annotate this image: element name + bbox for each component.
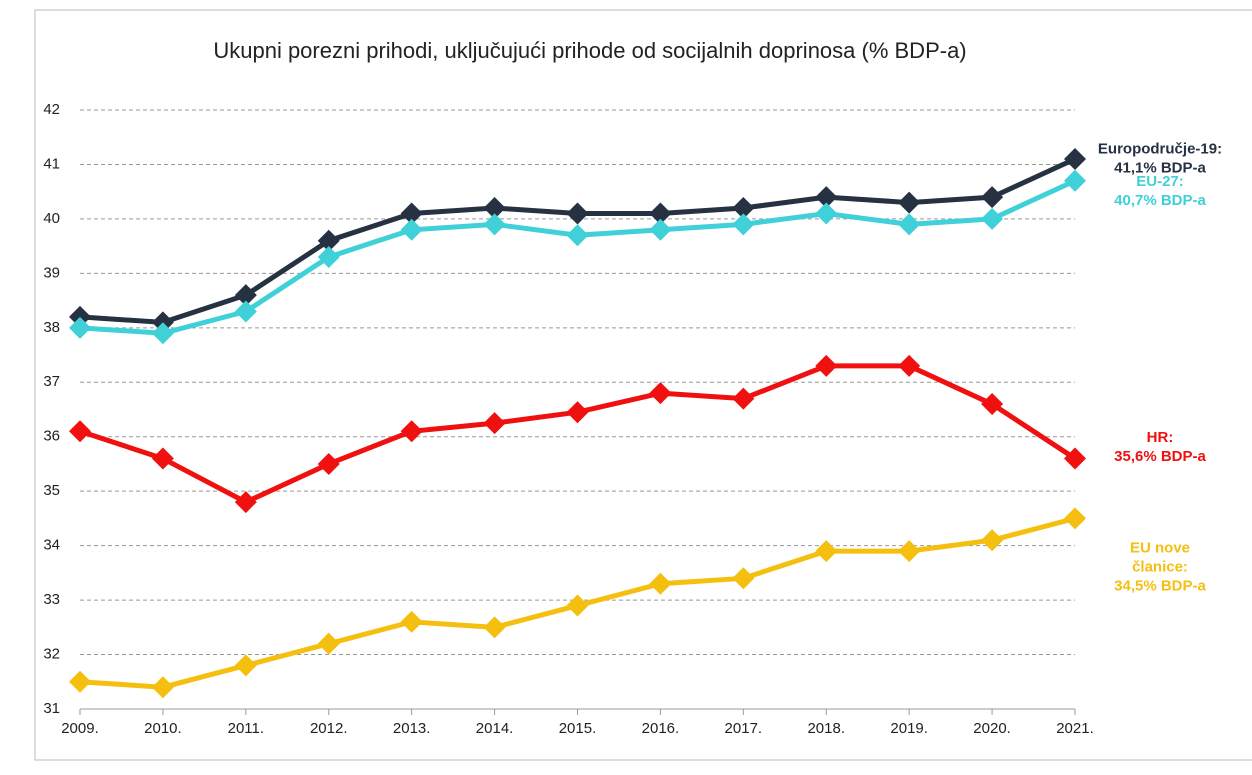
marker	[649, 572, 672, 595]
y-tick-label: 33	[43, 591, 60, 608]
marker	[1064, 169, 1086, 192]
annotation: EU nove	[1130, 539, 1190, 556]
x-tick-label: 2010.	[144, 720, 182, 737]
marker	[815, 186, 838, 209]
marker	[69, 420, 91, 443]
x-tick-label: 2020.	[973, 720, 1011, 737]
annotation: članice:	[1132, 558, 1188, 575]
marker	[649, 218, 672, 241]
marker	[400, 218, 423, 241]
marker	[981, 207, 1004, 230]
y-tick-label: 34	[43, 537, 60, 554]
x-tick-label: 2016.	[642, 720, 680, 737]
marker	[151, 322, 174, 345]
y-tick-label: 40	[43, 210, 60, 227]
marker	[1064, 507, 1086, 530]
y-tick-label: 35	[43, 482, 60, 499]
marker	[981, 529, 1004, 552]
marker	[815, 540, 838, 563]
annotation: 41,1% BDP-a	[1114, 159, 1206, 176]
marker	[732, 197, 755, 220]
marker	[566, 202, 589, 225]
marker	[649, 202, 672, 225]
marker	[400, 202, 423, 225]
marker	[317, 246, 340, 269]
x-tick-label: 2019.	[890, 720, 928, 737]
annotation: HR:	[1147, 429, 1174, 446]
marker	[566, 594, 589, 617]
y-tick-label: 36	[43, 428, 60, 445]
marker	[732, 567, 755, 590]
x-tick-label: 2011.	[228, 720, 264, 737]
annotation: 40,7% BDP-a	[1114, 192, 1206, 209]
marker	[815, 202, 838, 225]
y-tick-label: 32	[43, 646, 60, 663]
marker	[234, 300, 257, 323]
x-tick-label: 2018.	[807, 720, 845, 737]
marker	[400, 420, 423, 443]
marker	[234, 284, 257, 307]
marker	[1064, 447, 1086, 470]
marker	[898, 540, 921, 563]
marker	[1064, 148, 1086, 171]
series-line	[79, 363, 1077, 505]
annotation: 34,5% BDP-a	[1114, 577, 1206, 594]
y-tick-label: 31	[43, 700, 60, 717]
marker	[732, 387, 755, 410]
y-tick-label: 38	[43, 319, 60, 336]
annotation: Europodručje-19:	[1098, 140, 1222, 157]
y-tick-label: 41	[43, 155, 60, 172]
x-tick-label: 2009.	[61, 720, 99, 737]
marker	[815, 354, 838, 377]
marker	[898, 191, 921, 214]
x-tick-label: 2012.	[310, 720, 348, 737]
annotation: 35,6% BDP-a	[1114, 448, 1206, 465]
chart-title: Ukupni porezni prihodi, uključujući prih…	[213, 38, 966, 63]
y-tick-label: 37	[43, 373, 60, 390]
x-tick-label: 2021.	[1056, 720, 1094, 737]
marker	[649, 382, 672, 405]
marker	[981, 393, 1004, 416]
marker	[234, 654, 257, 677]
chart-border	[34, 9, 1252, 761]
marker	[483, 213, 506, 236]
marker	[483, 616, 506, 639]
marker	[234, 491, 257, 514]
marker	[400, 610, 423, 633]
marker	[981, 186, 1004, 209]
x-tick-label: 2013.	[393, 720, 431, 737]
y-tick-label: 42	[43, 101, 60, 118]
annotation: EU-27:	[1136, 173, 1184, 190]
marker	[566, 401, 589, 424]
marker	[69, 670, 91, 693]
marker	[898, 213, 921, 236]
marker	[69, 316, 91, 339]
marker	[566, 224, 589, 247]
marker	[151, 676, 174, 699]
marker	[898, 354, 921, 377]
marker	[483, 412, 506, 435]
y-tick-label: 39	[43, 264, 60, 281]
x-tick-label: 2017.	[725, 720, 763, 737]
x-tick-label: 2014.	[476, 720, 514, 737]
marker	[151, 447, 174, 470]
marker	[317, 229, 340, 252]
marker	[317, 632, 340, 655]
marker	[317, 452, 340, 475]
marker	[732, 213, 755, 236]
marker	[483, 197, 506, 220]
x-tick-label: 2015.	[559, 720, 597, 737]
